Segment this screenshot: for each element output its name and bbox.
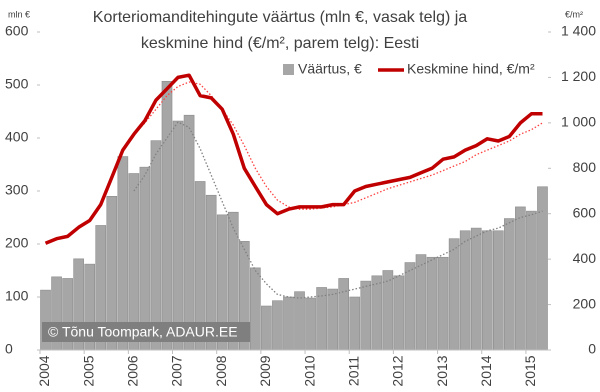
trend-line: [133, 121, 543, 299]
bar: [360, 280, 372, 351]
annotation-box: [42, 322, 250, 342]
bar: [161, 80, 173, 351]
bar: [526, 210, 537, 351]
y-tick-label: 300: [5, 182, 29, 198]
bar: [327, 288, 338, 351]
y2-tick-label: 600: [573, 204, 597, 220]
y-tick-label: 500: [5, 76, 29, 92]
y-tick-label: 400: [5, 129, 29, 145]
bar: [305, 297, 316, 351]
y-tick-label: 0: [5, 341, 13, 357]
bar: [150, 140, 162, 351]
y2-tick-label: 200: [573, 295, 597, 311]
annotation: © Tõnu Toompark, ADAUR.EE: [48, 324, 238, 340]
bar: [448, 238, 460, 351]
x-tick-label: 2004: [36, 355, 52, 386]
legend-label: Keskmine hind, €/m²: [407, 61, 535, 77]
bar: [481, 230, 493, 351]
y2-tick-label: 1 000: [561, 114, 596, 130]
y-unit: mln €: [8, 9, 30, 19]
x-tick-label: 2008: [213, 355, 229, 386]
x-tick-label: 2011: [345, 356, 361, 386]
y2-tick-label: 1 200: [561, 68, 596, 84]
x-tick-label: 2014: [478, 355, 494, 386]
bar: [470, 227, 482, 351]
y-tick-label: 600: [5, 23, 29, 39]
bar: [349, 296, 361, 351]
bar: [338, 278, 350, 351]
chart-title: Korteriomanditehingute väärtus (mln €, v…: [93, 9, 468, 26]
y2-tick-label: 800: [573, 159, 597, 175]
line: [44, 73, 543, 245]
y2-tick-label: 1 400: [561, 23, 596, 39]
bar: [371, 275, 383, 351]
bar: [183, 114, 195, 351]
bar: [172, 120, 184, 351]
x-tick-label: 2010: [301, 355, 317, 386]
bar: [437, 256, 449, 351]
bar: [393, 275, 405, 351]
bar: [515, 206, 526, 351]
y2-tick-label: 400: [573, 250, 597, 266]
x-tick-label: 2006: [125, 355, 141, 386]
bar: [492, 230, 504, 351]
bar: [250, 267, 261, 351]
bar: [272, 300, 283, 351]
bar: [261, 305, 272, 351]
y2-unit: €/m²: [565, 9, 583, 19]
legend-label: Väärtus, €: [298, 61, 362, 77]
bar: [294, 291, 305, 351]
x-tick-label: 2015: [522, 355, 538, 386]
legend-swatch: [283, 64, 294, 75]
x-tick-label: 2007: [169, 355, 185, 386]
bar: [117, 156, 129, 351]
x-tick-label: 2013: [434, 355, 450, 386]
bar: [504, 218, 515, 351]
bar: [283, 296, 294, 351]
x-tick-label: 2012: [390, 355, 406, 386]
bar: [404, 262, 416, 351]
y-tick-label: 200: [5, 235, 29, 251]
bar: [426, 256, 438, 351]
bar: [382, 270, 394, 351]
y2-tick-label: 0: [588, 341, 596, 357]
bar: [415, 254, 427, 351]
y-tick-label: 100: [5, 288, 29, 304]
x-tick-label: 2005: [80, 355, 96, 386]
bar: [459, 230, 471, 351]
x-tick-label: 2009: [257, 355, 273, 386]
chart-title: keskmine hind (€/m², parem telg): Eesti: [141, 35, 419, 52]
